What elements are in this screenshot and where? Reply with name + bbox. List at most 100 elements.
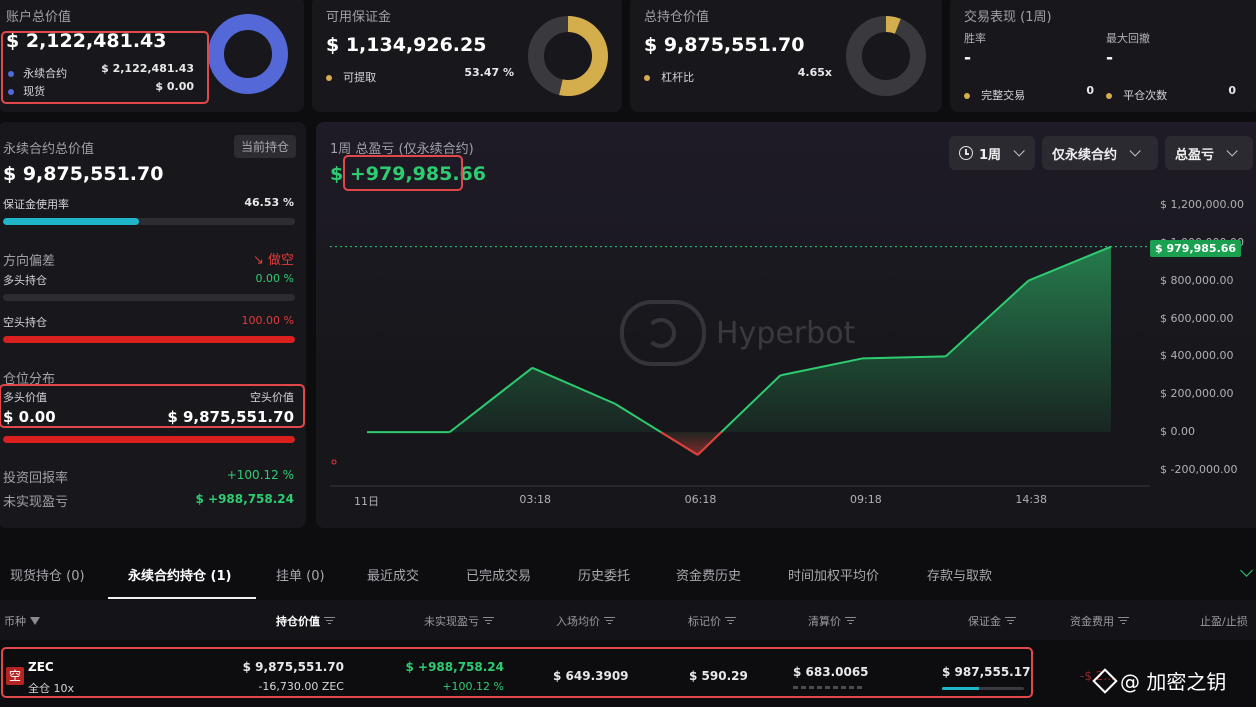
- col-liq-price[interactable]: 清算价: [808, 613, 856, 629]
- col-entry-price[interactable]: 入场均价: [556, 613, 615, 629]
- pnl-value: $ +979,985.66: [330, 163, 486, 185]
- long-value-label: 多头价值: [3, 391, 47, 404]
- x-tick-label: 06:18: [684, 493, 717, 506]
- close-count-dot: [1106, 93, 1112, 99]
- liq-price: $ 683.0065: [793, 665, 869, 679]
- col-position-value[interactable]: 持仓价值: [276, 613, 335, 629]
- perp-panel: 永续合约总价值 当前持仓 $ 9,875,551.70 保证金使用率 46.53…: [0, 122, 306, 528]
- total-position-card: 总持仓价值 $ 9,875,551.70 杠杆比 4.65x: [630, 0, 942, 112]
- sort-icon: [604, 617, 615, 625]
- tab-orders[interactable]: 挂单 (0): [276, 569, 325, 584]
- perp-title: 永续合约总价值: [3, 142, 95, 157]
- sort-icon: [483, 617, 494, 625]
- hyperbot-logo-icon: [620, 300, 706, 366]
- row-highlight: [1, 647, 1033, 698]
- pnl-highlight: [343, 155, 463, 191]
- sort-icon: [725, 617, 736, 625]
- col-tpsl[interactable]: 止盈/止损: [1200, 615, 1248, 628]
- sort-icon: [1005, 617, 1016, 625]
- tab-recent-fills[interactable]: 最近成交: [367, 569, 420, 584]
- chart-start-marker: [331, 459, 337, 465]
- tab-spot[interactable]: 现货持仓 (0): [10, 569, 85, 584]
- metric-dropdown[interactable]: 总盈亏: [1165, 136, 1253, 170]
- pnl-area-chart: [330, 245, 1150, 487]
- chart-watermark: Hyperbot: [620, 300, 855, 366]
- long-holding-value: 0.00 %: [255, 272, 294, 285]
- total-account-card: 账户总价值 $ 2,122,481.43 永续合约 $ 2,122,481.43…: [0, 0, 304, 112]
- filter-dropdown[interactable]: 仅永续合约: [1042, 136, 1158, 170]
- trading-perf-card: 交易表现 (1周) 胜率 - 最大回撤 - 完整交易 0 平仓次数 0: [950, 0, 1256, 112]
- pnl-negative-area: [660, 432, 722, 455]
- short-holding-value: 100.00 %: [241, 314, 294, 327]
- sort-icon: [1118, 617, 1129, 625]
- distribution-highlight: [0, 384, 305, 428]
- filter-icon: [30, 617, 40, 625]
- tab-completed[interactable]: 已完成交易: [466, 569, 532, 584]
- col-coin[interactable]: 币种: [4, 613, 40, 629]
- trend-down-icon: ↘: [252, 253, 264, 268]
- diamond-logo-icon: [1092, 667, 1118, 694]
- pnl-title: 1周 总盈亏 (仅永续合约): [330, 142, 474, 157]
- position-value: $ 9,875,551.70: [242, 660, 344, 674]
- unrealized-value: $ +988,758.24: [195, 492, 295, 506]
- margin-mode: 全仓 10x: [28, 682, 75, 695]
- coin-name[interactable]: ZEC: [28, 660, 54, 674]
- period-dropdown[interactable]: 1周: [949, 136, 1035, 170]
- current-position-button[interactable]: 当前持仓: [233, 135, 296, 158]
- pnl-line-segment: [780, 357, 864, 377]
- position-size: -16,730.00 ZEC: [258, 680, 344, 693]
- available-margin-value: $ 1,134,926.25: [326, 34, 487, 56]
- short-side-badge: 空: [6, 667, 24, 685]
- margin-bar: [942, 687, 1024, 690]
- col-unrealized-pnl[interactable]: 未实现盈亏: [424, 613, 494, 629]
- total-account-value: $ 2,122,481.43: [6, 30, 167, 52]
- long-holding-label: 多头持仓: [3, 274, 47, 287]
- tab-twap[interactable]: 时间加权平均价: [788, 569, 880, 584]
- short-value-label: 空头价值: [250, 391, 294, 404]
- margin-usage-label: 保证金使用率: [3, 198, 69, 211]
- margin-donut: [528, 16, 608, 96]
- long-holding-bar: [3, 294, 295, 301]
- col-margin[interactable]: 保证金: [968, 613, 1016, 629]
- x-tick-label: 03:18: [519, 493, 552, 506]
- funding-value: -$ 2...: [1080, 669, 1115, 683]
- unrealized-label: 未实现盈亏: [3, 495, 69, 510]
- pnl-line-segment: [944, 279, 1030, 358]
- x-tick-label: 09:18: [850, 493, 882, 506]
- col-funding[interactable]: 资金费用: [1070, 613, 1129, 629]
- perp-dot: [8, 71, 14, 77]
- short-holding-label: 空头持仓: [3, 316, 47, 329]
- pnl-line-segment: [1027, 245, 1112, 282]
- available-margin-card: 可用保证金 $ 1,134,926.25 可提取 53.47 %: [312, 0, 622, 112]
- tab-history-orders[interactable]: 历史委托: [578, 569, 631, 584]
- direction-label: 方向偏差: [3, 254, 56, 269]
- tab-funding-history[interactable]: 资金费历史: [676, 569, 742, 584]
- col-mark-price[interactable]: 标记价: [688, 613, 736, 629]
- liq-distance-bar: [793, 686, 865, 689]
- win-rate-label: 胜率: [964, 32, 986, 45]
- distribution-bar: [3, 436, 295, 443]
- entry-price: $ 649.3909: [553, 669, 629, 683]
- withdrawable-dot: [326, 75, 332, 81]
- long-amount: $ 0.00: [3, 408, 56, 426]
- tab-perp[interactable]: 永续合约持仓 (1): [128, 569, 232, 584]
- pnl-line-segment: [531, 366, 616, 405]
- unrealized-pnl: $ +988,758.24: [405, 660, 505, 674]
- account-donut: [208, 14, 288, 94]
- clock-icon: [959, 146, 973, 160]
- max-drawdown-label: 最大回撤: [1106, 32, 1150, 45]
- x-tick-label: 14:38: [1015, 493, 1048, 506]
- roi-value: +100.12 %: [226, 468, 294, 482]
- sort-icon: [845, 617, 856, 625]
- table-header: [0, 600, 1256, 640]
- leverage-row: 杠杆比 4.65x: [644, 66, 832, 85]
- y-tick-label: $ 800,000.00: [1160, 273, 1234, 287]
- sort-icon: [324, 617, 335, 625]
- y-tick-label: $ 400,000.00: [1160, 349, 1234, 363]
- tab-deposits[interactable]: 存款与取款: [927, 569, 993, 584]
- leverage-dot: [644, 75, 650, 81]
- spot-dot: [8, 89, 14, 95]
- total-account-label: 账户总价值: [6, 10, 72, 25]
- y-tick-label: $ 200,000.00: [1160, 387, 1234, 401]
- y-tick-label: $ 1,200,000.00: [1160, 198, 1244, 211]
